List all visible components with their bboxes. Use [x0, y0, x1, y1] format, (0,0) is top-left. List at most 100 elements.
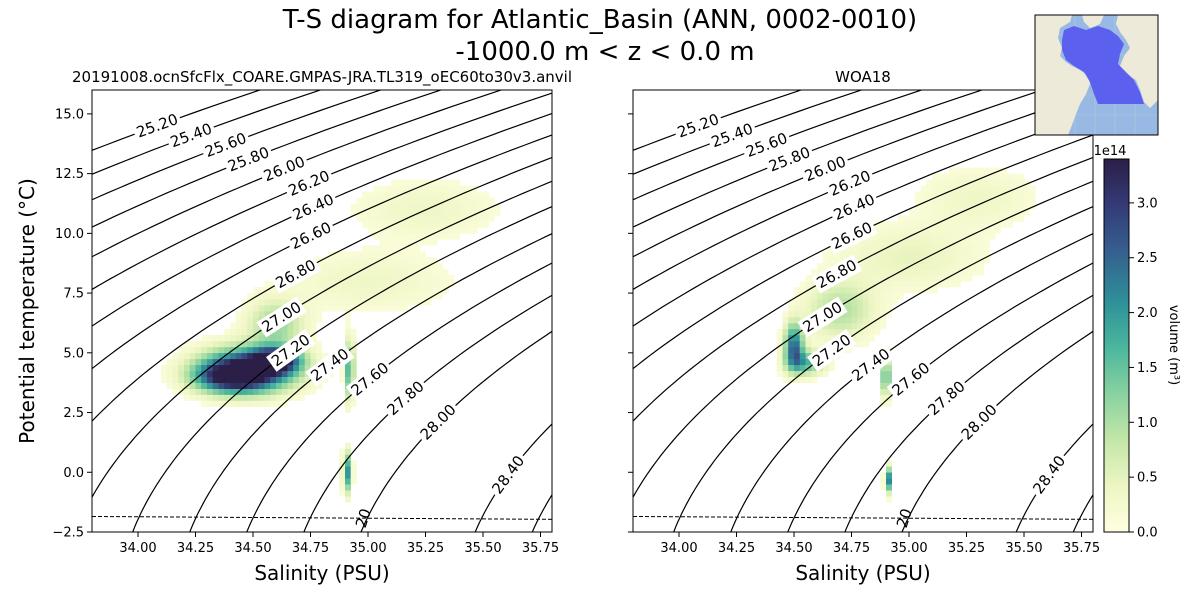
heatmap-cell	[339, 269, 346, 276]
heatmap-cell	[454, 209, 461, 216]
heatmap-cell	[437, 263, 443, 270]
heatmap-cell	[799, 281, 806, 288]
heatmap-cell	[241, 352, 248, 360]
heatmap-cell	[195, 388, 202, 395]
heatmap-cell	[281, 287, 288, 294]
heatmap-cell	[281, 322, 288, 330]
colorbar-label: volume (m³)	[1166, 305, 1181, 385]
heatmap-cell	[909, 251, 915, 258]
heatmap-cell	[408, 287, 415, 294]
heatmap-cell	[442, 287, 449, 294]
heatmap-cell	[379, 275, 386, 282]
heatmap-cell	[949, 263, 956, 270]
heatmap-cell	[178, 358, 185, 366]
heatmap-cell	[857, 340, 864, 348]
heatmap-cell	[310, 299, 317, 306]
heatmap-cell	[385, 239, 392, 246]
heatmap-cell	[920, 275, 927, 282]
x-tick-label: 34.50	[234, 541, 271, 556]
heatmap-cell	[949, 197, 956, 204]
heatmap-cell	[799, 352, 806, 360]
heatmap-cell	[1018, 173, 1025, 180]
heatmap-cell	[978, 179, 984, 186]
heatmap-cell	[442, 191, 449, 198]
heatmap-cell	[822, 334, 829, 342]
heatmap-cell	[483, 203, 489, 210]
heatmap-cell	[926, 269, 933, 276]
heatmap-cell	[483, 215, 489, 222]
heatmap-cell	[431, 233, 438, 240]
heatmap-cell	[247, 394, 254, 401]
heatmap-cell	[362, 263, 369, 270]
heatmap-cell	[350, 257, 357, 264]
heatmap-cell	[276, 328, 282, 336]
inset-map-frame	[1034, 14, 1159, 136]
heatmap-cell	[195, 358, 202, 366]
heatmap-cell	[345, 490, 351, 497]
heatmap-cell	[995, 209, 1002, 216]
heatmap-cell	[851, 299, 858, 306]
heatmap-cell	[396, 299, 403, 306]
heatmap-cell	[937, 269, 944, 276]
heatmap-cell	[886, 311, 892, 318]
heatmap-cell	[414, 185, 420, 192]
heatmap-cell	[437, 287, 443, 294]
heatmap-cell	[276, 370, 282, 377]
heatmap-cell	[949, 245, 956, 252]
heatmap-cell	[258, 346, 265, 354]
heatmap-cell	[402, 281, 409, 288]
heatmap-cell	[230, 352, 236, 360]
heatmap-cell	[886, 496, 892, 503]
heatmap-cell	[345, 364, 351, 372]
heatmap-cell	[989, 173, 996, 180]
heatmap-cell	[851, 334, 858, 342]
heatmap-cell	[955, 221, 961, 228]
heatmap-cell	[310, 346, 317, 354]
heatmap-cell	[1001, 197, 1007, 204]
heatmap-cell	[1001, 173, 1007, 180]
heatmap-cell	[840, 293, 846, 300]
isopycnal-label: 28.00	[417, 401, 460, 444]
heatmap-cell	[218, 352, 225, 360]
heatmap-cell	[316, 317, 323, 324]
heatmap-cell	[178, 370, 185, 377]
heatmap-cell	[373, 197, 380, 204]
heatmap-cell	[448, 215, 455, 222]
heatmap-cell	[794, 328, 800, 336]
heatmap-cell	[960, 263, 967, 270]
heatmap-cell	[863, 317, 869, 324]
heatmap-cell	[834, 281, 841, 288]
heatmap-cell	[955, 185, 961, 192]
heatmap-cell	[442, 233, 449, 240]
heatmap-cell	[811, 269, 818, 276]
heatmap-cell	[960, 179, 967, 186]
heatmap-cell	[989, 221, 996, 228]
heatmap-cell	[972, 233, 979, 240]
heatmap-cell	[471, 227, 478, 234]
heatmap-cell	[327, 257, 334, 264]
heatmap-cell	[920, 227, 927, 234]
heatmap-cell	[1018, 179, 1025, 186]
isopycnal-label-bg	[131, 109, 183, 143]
heatmap-cell	[345, 275, 351, 282]
heatmap-cell	[287, 334, 294, 342]
heatmap-cell	[483, 197, 489, 204]
heatmap-cell	[425, 215, 432, 222]
heatmap-cell	[972, 197, 979, 204]
heatmap-cell	[914, 239, 921, 246]
heatmap-cell	[863, 293, 869, 300]
heatmap-cell	[316, 269, 323, 276]
heatmap-cell	[396, 215, 403, 222]
heatmap-cell	[373, 245, 380, 252]
heatmap-cell	[897, 215, 904, 222]
heatmap-cell	[857, 269, 864, 276]
heatmap-cell	[845, 287, 852, 294]
heatmap-cell	[857, 293, 864, 300]
heatmap-cell	[201, 388, 208, 395]
heatmap-cell	[1006, 197, 1013, 204]
heatmap-cell	[1024, 197, 1030, 204]
heatmap-cell	[230, 358, 236, 366]
heatmap-cell	[949, 257, 956, 264]
left-panel-title: 20191008.ocnSfcFlx_COARE.GMPAS-JRA.TL319…	[72, 68, 572, 87]
heatmap-cell	[822, 299, 829, 306]
